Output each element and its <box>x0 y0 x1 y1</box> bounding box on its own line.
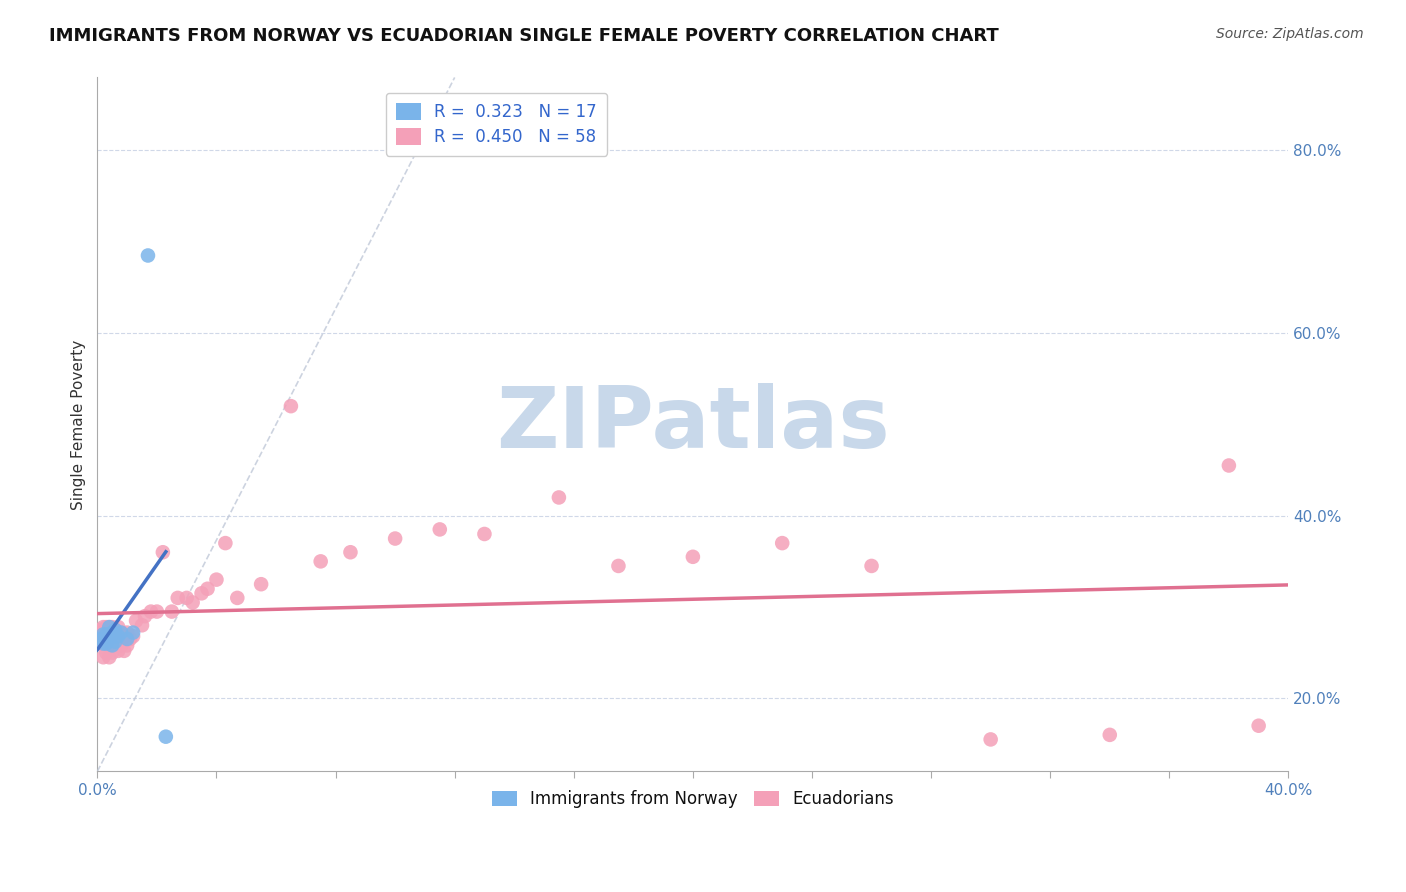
Point <box>152 545 174 559</box>
Point <box>107 632 129 646</box>
Point <box>98 620 121 634</box>
Point <box>429 523 451 537</box>
Point <box>91 634 114 648</box>
Point <box>98 650 121 665</box>
Point <box>101 620 124 634</box>
Point <box>1098 728 1121 742</box>
Legend: Immigrants from Norway, Ecuadorians: Immigrants from Norway, Ecuadorians <box>485 784 901 815</box>
Point <box>607 558 630 573</box>
Point <box>548 491 571 505</box>
Point <box>190 586 212 600</box>
Point <box>160 605 183 619</box>
Point <box>682 549 704 564</box>
Point <box>136 248 159 262</box>
Point <box>166 591 188 605</box>
Point <box>134 609 156 624</box>
Y-axis label: Single Female Poverty: Single Female Poverty <box>72 339 86 509</box>
Point <box>91 620 114 634</box>
Point <box>96 632 118 646</box>
Point <box>980 732 1002 747</box>
Point <box>112 644 135 658</box>
Point <box>115 632 138 646</box>
Point <box>309 554 332 568</box>
Point <box>104 623 127 637</box>
Point <box>112 629 135 643</box>
Point <box>96 636 118 650</box>
Point <box>197 582 219 596</box>
Point <box>339 545 361 559</box>
Point <box>96 627 118 641</box>
Point <box>176 591 198 605</box>
Point <box>226 591 249 605</box>
Point <box>384 532 406 546</box>
Point <box>89 632 111 646</box>
Text: Source: ZipAtlas.com: Source: ZipAtlas.com <box>1216 27 1364 41</box>
Point <box>115 639 138 653</box>
Point <box>104 625 127 640</box>
Point <box>131 618 153 632</box>
Point <box>860 558 883 573</box>
Point <box>101 625 124 640</box>
Point <box>107 620 129 634</box>
Point <box>104 639 127 653</box>
Point <box>96 646 118 660</box>
Point <box>91 627 114 641</box>
Point <box>146 605 169 619</box>
Point <box>120 632 142 646</box>
Point <box>101 639 124 653</box>
Point <box>91 650 114 665</box>
Point <box>1218 458 1240 473</box>
Point <box>122 629 145 643</box>
Point <box>101 632 124 646</box>
Point <box>474 527 496 541</box>
Point <box>110 639 132 653</box>
Point <box>98 632 121 646</box>
Point <box>280 399 302 413</box>
Point <box>110 625 132 640</box>
Point <box>250 577 273 591</box>
Point <box>122 625 145 640</box>
Text: ZIPatlas: ZIPatlas <box>496 383 890 466</box>
Text: IMMIGRANTS FROM NORWAY VS ECUADORIAN SINGLE FEMALE POVERTY CORRELATION CHART: IMMIGRANTS FROM NORWAY VS ECUADORIAN SIN… <box>49 27 998 45</box>
Point <box>91 636 114 650</box>
Point <box>101 646 124 660</box>
Point <box>89 636 111 650</box>
Point <box>110 625 132 640</box>
Point <box>214 536 236 550</box>
Point <box>104 634 127 648</box>
Point <box>205 573 228 587</box>
Point <box>107 644 129 658</box>
Point <box>107 629 129 643</box>
Point <box>125 614 148 628</box>
Point <box>115 625 138 640</box>
Point <box>139 605 162 619</box>
Point <box>89 623 111 637</box>
Point <box>98 620 121 634</box>
Point <box>1247 719 1270 733</box>
Point <box>96 620 118 634</box>
Point <box>181 595 204 609</box>
Point <box>770 536 793 550</box>
Point <box>98 636 121 650</box>
Point <box>155 730 177 744</box>
